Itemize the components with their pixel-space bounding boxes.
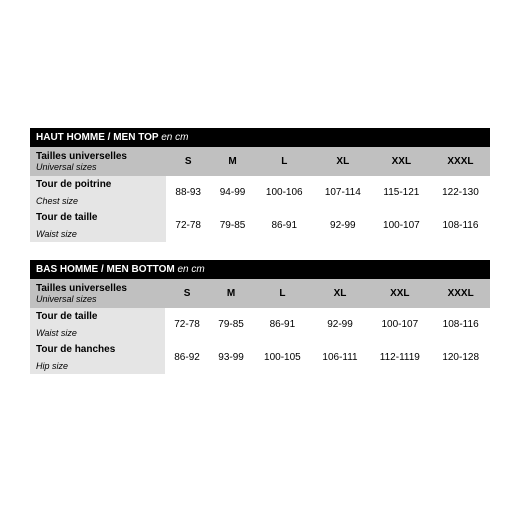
table-title: BAS HOMME / MEN BOTTOM [36,264,175,275]
table-row: Tour de taille 72-78 79-85 86-91 92-99 1… [30,308,490,325]
table-header-cell: BAS HOMME / MEN BOTTOM en cm [30,260,490,279]
data-cell: 100-105 [253,341,312,374]
row-label-fr: Tour de taille [30,308,165,325]
data-cell: 106-111 [312,341,369,374]
size-col: S [166,147,210,176]
table-title: HAUT HOMME / MEN TOP [36,132,158,143]
sizes-label-en: Universal sizes [36,294,159,304]
men-bottom-size-table: BAS HOMME / MEN BOTTOM en cm Tailles uni… [30,260,490,374]
data-cell: 108-116 [431,308,490,341]
data-cell: 88-93 [166,176,210,209]
data-cell: 79-85 [209,308,253,341]
data-cell: 112-1119 [368,341,431,374]
row-label-fr: Tour de taille [30,209,166,226]
table-row: Tour de hanches 86-92 93-99 100-105 106-… [30,341,490,358]
data-cell: 79-85 [210,209,254,242]
data-cell: 92-99 [312,308,369,341]
data-cell: 100-107 [372,209,431,242]
data-cell: 107-114 [314,176,372,209]
row-label-fr: Tour de hanches [30,341,165,358]
sizes-label-cell: Tailles universelles Universal sizes [30,147,166,176]
data-cell: 100-106 [255,176,314,209]
table-header-cell: HAUT HOMME / MEN TOP en cm [30,128,490,147]
data-cell: 86-92 [165,341,209,374]
table-header-row: BAS HOMME / MEN BOTTOM en cm [30,260,490,279]
sizes-label-en: Universal sizes [36,162,160,172]
size-col: XXL [368,279,431,308]
data-cell: 120-128 [431,341,490,374]
sizes-label-cell: Tailles universelles Universal sizes [30,279,165,308]
row-label-en: Hip size [30,358,165,374]
data-cell: 92-99 [314,209,372,242]
table-unit: en cm [177,264,204,275]
data-cell: 100-107 [368,308,431,341]
data-cell: 93-99 [209,341,253,374]
data-cell: 72-78 [166,209,210,242]
table-unit: en cm [161,132,188,143]
size-col: M [209,279,253,308]
table-row: Tour de poitrine 88-93 94-99 100-106 107… [30,176,490,193]
size-col: XXXL [431,279,490,308]
size-col: XL [312,279,369,308]
row-label-fr: Tour de poitrine [30,176,166,193]
row-label-en: Waist size [30,226,166,242]
sizes-header-row: Tailles universelles Universal sizes S M… [30,279,490,308]
sizes-label-fr: Tailles universelles [36,283,159,294]
size-col: M [210,147,254,176]
size-col: XL [314,147,372,176]
size-col: S [165,279,209,308]
data-cell: 115-121 [372,176,431,209]
data-cell: 72-78 [165,308,209,341]
table-row: Tour de taille 72-78 79-85 86-91 92-99 1… [30,209,490,226]
data-cell: 122-130 [431,176,490,209]
row-label-en: Waist size [30,325,165,341]
size-col: XXXL [431,147,490,176]
size-col: XXL [372,147,431,176]
size-col: L [255,147,314,176]
row-label-en: Chest size [30,193,166,209]
sizes-label-fr: Tailles universelles [36,151,160,162]
table-header-row: HAUT HOMME / MEN TOP en cm [30,128,490,147]
data-cell: 108-116 [431,209,490,242]
size-col: L [253,279,312,308]
sizes-header-row: Tailles universelles Universal sizes S M… [30,147,490,176]
men-top-size-table: HAUT HOMME / MEN TOP en cm Tailles unive… [30,128,490,242]
data-cell: 86-91 [253,308,312,341]
data-cell: 94-99 [210,176,254,209]
data-cell: 86-91 [255,209,314,242]
